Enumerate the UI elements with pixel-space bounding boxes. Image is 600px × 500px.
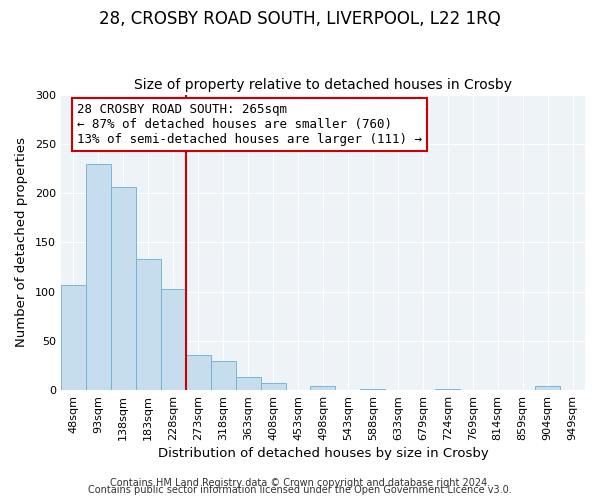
- Bar: [535, 386, 560, 390]
- Bar: [61, 284, 86, 390]
- Text: 28 CROSBY ROAD SOUTH: 265sqm
← 87% of detached houses are smaller (760)
13% of s: 28 CROSBY ROAD SOUTH: 265sqm ← 87% of de…: [77, 104, 422, 146]
- Text: 28, CROSBY ROAD SOUTH, LIVERPOOL, L22 1RQ: 28, CROSBY ROAD SOUTH, LIVERPOOL, L22 1R…: [99, 10, 501, 28]
- Bar: [86, 164, 111, 390]
- Title: Size of property relative to detached houses in Crosby: Size of property relative to detached ho…: [134, 78, 512, 92]
- Bar: [361, 389, 385, 390]
- Text: Contains HM Land Registry data © Crown copyright and database right 2024.: Contains HM Land Registry data © Crown c…: [110, 478, 490, 488]
- Bar: [111, 187, 136, 390]
- Bar: [435, 389, 460, 390]
- Bar: [236, 378, 260, 390]
- Bar: [310, 386, 335, 390]
- Y-axis label: Number of detached properties: Number of detached properties: [15, 138, 28, 348]
- Bar: [161, 288, 186, 390]
- Bar: [211, 360, 236, 390]
- X-axis label: Distribution of detached houses by size in Crosby: Distribution of detached houses by size …: [158, 447, 488, 460]
- Bar: [186, 354, 211, 390]
- Bar: [260, 383, 286, 390]
- Bar: [136, 259, 161, 390]
- Text: Contains public sector information licensed under the Open Government Licence v3: Contains public sector information licen…: [88, 485, 512, 495]
